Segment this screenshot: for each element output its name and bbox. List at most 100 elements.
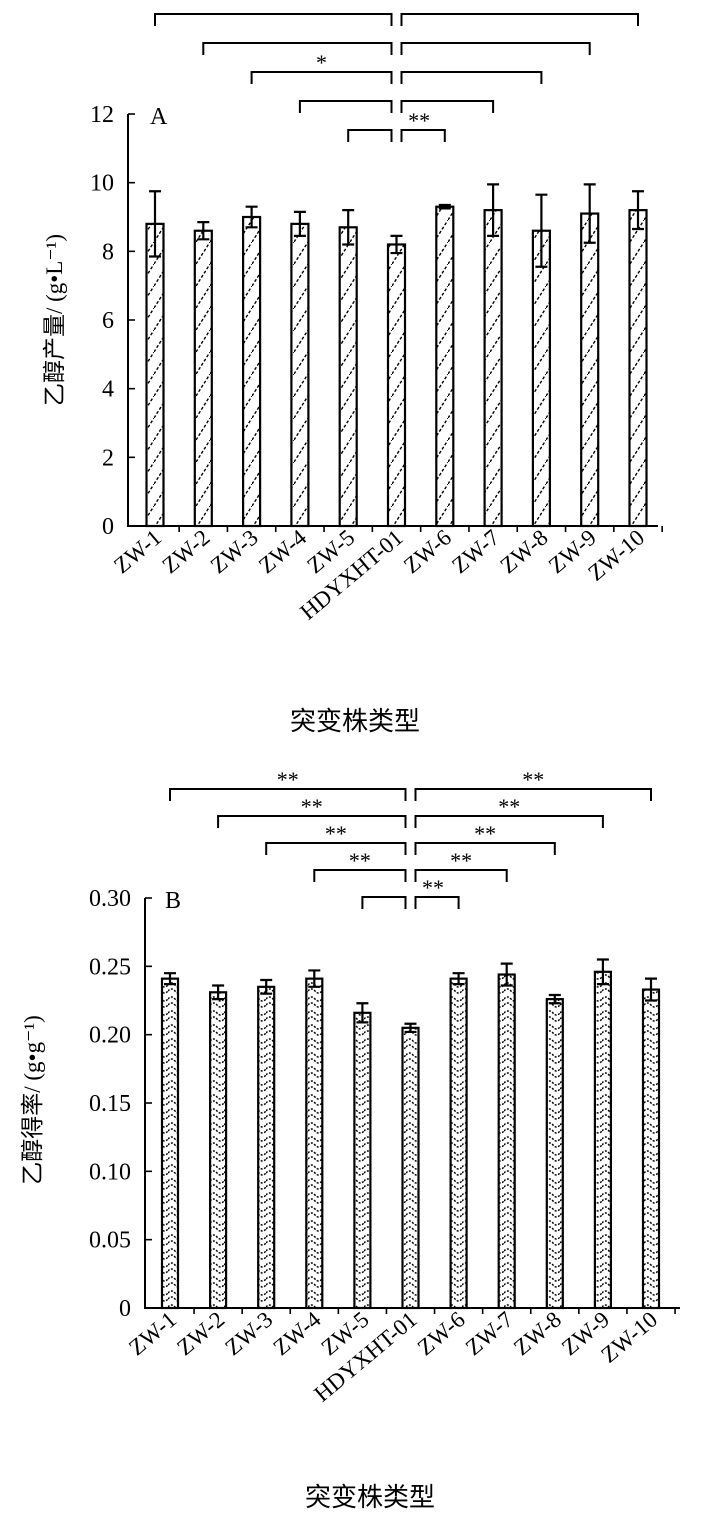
significance-bracket-a	[298, 100, 393, 113]
significance-label-b: **	[450, 848, 472, 873]
y-tick-label-b: 0	[119, 1296, 131, 1322]
significance-label-a: *	[316, 50, 327, 75]
error-bar-b	[548, 993, 561, 1005]
error-bar-a	[535, 193, 548, 268]
y-tick-label-a: 4	[102, 377, 114, 403]
error-bar-a	[342, 209, 355, 246]
error-bar-a	[149, 190, 161, 258]
x-tick-label-a: ZW-4	[254, 524, 312, 578]
significance-bracket-a	[400, 13, 639, 26]
x-tick-label-b: ZW-7	[461, 1307, 518, 1361]
y-tick-label-b: 0.15	[89, 1091, 131, 1117]
x-tick-labels-a: ZW-1ZW-2ZW-3ZW-4ZW-5HDYXHT-01ZW-6ZW-7ZW-…	[109, 524, 663, 625]
significance-bracket-b	[313, 869, 407, 882]
y-tick-label-b: 0.30	[89, 886, 131, 912]
significance-label-b: **	[422, 875, 444, 900]
x-tick-label-b: ZW-10	[596, 1307, 662, 1368]
significance-bracket-b	[414, 842, 556, 855]
significance-bracket-b	[361, 896, 407, 909]
bars-a	[145, 205, 648, 528]
significance-bracket-a	[250, 71, 393, 84]
y-axis-label-b: 乙醇得率/ (g•g⁻¹)	[20, 1015, 45, 1185]
significance-label-b: **	[522, 767, 544, 792]
x-tick-label-a: ZW-8	[495, 525, 552, 579]
y-tick-label-b: 0.05	[89, 1228, 131, 1254]
error-bar-b	[404, 1022, 417, 1034]
x-tick-label-a: ZW-1	[109, 525, 166, 579]
error-bar-b	[645, 977, 657, 1002]
error-bar-b	[260, 978, 273, 995]
y-tick-label-b: 0.10	[89, 1159, 131, 1185]
bar-a	[290, 222, 310, 528]
error-bar-b	[212, 984, 225, 1001]
bar-b	[497, 973, 516, 1310]
error-bar-a	[438, 203, 451, 210]
significance-bracket-b	[414, 869, 508, 882]
error-bar-b	[452, 972, 465, 986]
bar-b	[353, 1011, 372, 1310]
significance-label-b: **	[498, 794, 520, 819]
significance-label-b: **	[301, 794, 323, 819]
bar-a	[193, 229, 213, 528]
significance-bracket-a	[202, 42, 393, 55]
significance-brackets-a: ***	[154, 13, 639, 142]
y-tick-label-a: 8	[102, 239, 114, 265]
x-axis-label-a: 突变株类型	[290, 707, 420, 736]
significance-bracket-b	[217, 815, 407, 828]
significance-label-b: **	[325, 821, 347, 846]
error-bar-b	[356, 1002, 369, 1024]
error-bar-a	[632, 190, 644, 231]
bar-b	[593, 970, 613, 1310]
significance-label-b: **	[277, 767, 299, 792]
y-tick-label-a: 0	[102, 514, 114, 540]
y-ticks-b: 0 0.05 0.10 0.15 0.20 0.25 0.30	[89, 886, 152, 1322]
significance-label-a: **	[408, 108, 430, 133]
bar-a	[145, 222, 165, 528]
error-bar-a	[390, 234, 403, 255]
y-tick-label-a: 2	[102, 445, 114, 471]
error-bar-a	[197, 221, 210, 241]
bar-a	[580, 212, 600, 528]
bars-b	[160, 970, 661, 1310]
significance-bracket-b	[169, 788, 407, 801]
error-bars-a	[149, 183, 644, 268]
panel-label-b: B	[165, 888, 181, 914]
error-bar-a	[487, 183, 500, 237]
x-tick-label-b: ZW-6	[413, 1307, 470, 1361]
significance-label-b: **	[474, 821, 496, 846]
y-tick-label-a: 10	[90, 171, 114, 197]
x-tick-label-a: ZW-7	[447, 525, 504, 579]
x-tick-label-a: ZW-2	[157, 525, 214, 579]
bar-a	[435, 205, 455, 528]
significance-bracket-b	[265, 842, 407, 855]
bar-b	[257, 985, 276, 1310]
significance-label-b: **	[349, 848, 371, 873]
y-tick-label-a: 12	[90, 102, 114, 128]
x-tick-label-a: ZW-3	[206, 525, 263, 579]
x-axis-label-b: 突变株类型	[305, 1483, 435, 1512]
bar-b	[545, 998, 564, 1310]
y-tick-label-b: 0.25	[89, 954, 131, 980]
x-tick-label-a: ZW-6	[399, 525, 456, 579]
error-bar-b	[596, 958, 609, 986]
bar-b	[401, 1026, 420, 1310]
bar-b	[305, 977, 324, 1310]
bar-b	[209, 991, 228, 1310]
y-ticks-a: 0 2 4 6 8 10 12	[90, 102, 135, 540]
significance-bracket-a	[400, 71, 543, 84]
panel-label-a: A	[150, 104, 168, 130]
error-bar-a	[293, 210, 306, 237]
significance-bracket-a	[154, 13, 393, 26]
significance-bracket-a	[347, 129, 393, 142]
significance-bracket-b	[414, 788, 652, 801]
bar-a	[338, 226, 358, 528]
significance-bracket-b	[414, 896, 460, 909]
significance-bracket-a	[400, 42, 591, 55]
error-bar-b	[164, 972, 176, 986]
error-bar-a	[583, 183, 596, 244]
bar-a	[242, 215, 262, 528]
significance-bracket-a	[400, 129, 446, 142]
bar-a	[386, 243, 407, 528]
bar-a	[483, 209, 503, 528]
